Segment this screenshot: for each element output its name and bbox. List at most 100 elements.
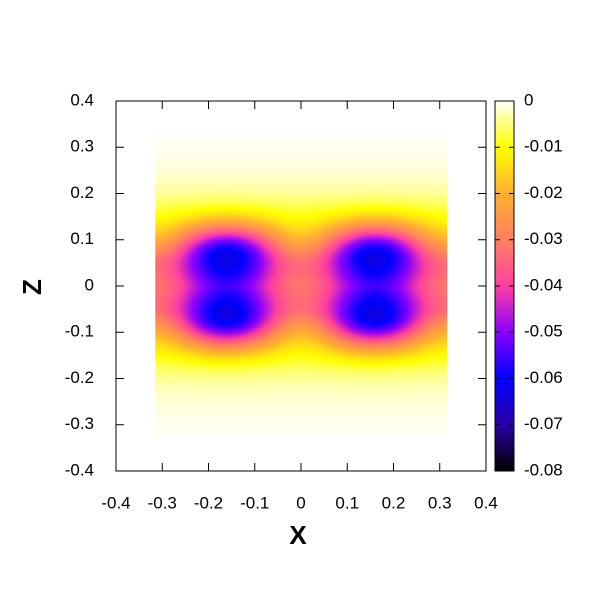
- heatmap-cell: [192, 165, 196, 169]
- heatmap-cell: [224, 376, 228, 380]
- heatmap-cell: [199, 154, 203, 158]
- heatmap-cell: [157, 232, 161, 236]
- heatmap-cell: [229, 188, 233, 192]
- heatmap-cell: [157, 364, 161, 368]
- heatmap-cell: [196, 431, 200, 435]
- heatmap-cell: [222, 230, 226, 234]
- heatmap-cell: [178, 299, 182, 303]
- heatmap-cell: [201, 179, 205, 183]
- heatmap-cell: [166, 168, 170, 171]
- heatmap-cell: [224, 383, 228, 387]
- heatmap-cell: [155, 281, 159, 285]
- heatmap-cell: [227, 297, 230, 301]
- heatmap-cell: [224, 276, 228, 280]
- heatmap-cell: [171, 336, 175, 340]
- heatmap-cell: [171, 353, 175, 356]
- heatmap-cell: [236, 376, 240, 380]
- heatmap-cell: [224, 175, 228, 178]
- heatmap-cell: [176, 151, 180, 155]
- heatmap-cell: [171, 399, 175, 403]
- heatmap-cell: [229, 397, 233, 400]
- heatmap-cell: [217, 218, 221, 222]
- heatmap-cell: [208, 302, 212, 306]
- heatmap-cell: [169, 316, 173, 319]
- heatmap-cell: [178, 170, 182, 174]
- heatmap-cell: [217, 424, 221, 428]
- heatmap-cell: [185, 360, 189, 363]
- heatmap-cell: [222, 420, 226, 424]
- heatmap-cell: [224, 348, 228, 352]
- heatmap-cell: [222, 235, 226, 239]
- heatmap-cell: [159, 242, 163, 245]
- heatmap-cell: [185, 147, 189, 151]
- heatmap-cell: [178, 198, 182, 202]
- heatmap-cell: [199, 309, 203, 313]
- heatmap-cell: [169, 214, 173, 218]
- heatmap-cell: [236, 279, 240, 282]
- heatmap-cell: [208, 348, 212, 352]
- heatmap-cell: [159, 357, 163, 361]
- heatmap-cell: [171, 417, 175, 421]
- heatmap-cell: [213, 276, 217, 280]
- heatmap-cell: [180, 318, 184, 322]
- heatmap-cell: [210, 158, 214, 162]
- heatmap-cell: [196, 424, 200, 428]
- heatmap-cell: [203, 175, 207, 178]
- heatmap-cell: [210, 406, 214, 410]
- heatmap-cell: [201, 397, 205, 400]
- heatmap-cell: [171, 302, 175, 306]
- heatmap-cell: [185, 429, 189, 433]
- heatmap-cell: [224, 299, 228, 303]
- heatmap-cell: [171, 258, 175, 262]
- heatmap-cell: [222, 258, 226, 262]
- heatmap-cell: [215, 290, 219, 294]
- heatmap-cell: [196, 186, 200, 190]
- heatmap-cell: [173, 299, 177, 303]
- heatmap-cell: [236, 364, 240, 368]
- heatmap-cell: [233, 177, 237, 181]
- heatmap-cell: [183, 168, 186, 171]
- heatmap-cell: [194, 214, 198, 218]
- heatmap-cell: [159, 149, 163, 153]
- heatmap-cell: [169, 295, 173, 299]
- heatmap-cell: [203, 168, 207, 171]
- heatmap-cell: [217, 283, 221, 287]
- heatmap-cell: [217, 262, 221, 266]
- heatmap-cell: [169, 378, 173, 382]
- heatmap-cell: [159, 138, 163, 141]
- heatmap-cell: [178, 246, 182, 250]
- heatmap-cell: [210, 380, 214, 384]
- heatmap-cell: [231, 403, 235, 407]
- heatmap-cell: [217, 239, 221, 243]
- heatmap-cell: [169, 147, 173, 151]
- heatmap-cell: [169, 151, 173, 155]
- heatmap-cell: [233, 276, 237, 280]
- heatmap-cell: [206, 383, 210, 387]
- heatmap-cell: [185, 198, 189, 202]
- heatmap-cell: [171, 320, 175, 324]
- heatmap-cell: [176, 262, 180, 266]
- heatmap-cell: [190, 327, 193, 331]
- heatmap-cell: [187, 154, 191, 158]
- heatmap-cell: [229, 318, 233, 322]
- heatmap-cell: [227, 290, 230, 294]
- heatmap-cell: [187, 221, 191, 225]
- heatmap-cell: [210, 156, 214, 160]
- heatmap-cell: [224, 216, 228, 220]
- heatmap-cell: [222, 228, 226, 232]
- heatmap-cell: [155, 279, 159, 282]
- heatmap-cell: [227, 272, 230, 276]
- heatmap-cell: [187, 341, 191, 345]
- heatmap-cell: [215, 329, 219, 333]
- heatmap-cell: [162, 332, 166, 336]
- heatmap-cell: [171, 318, 175, 322]
- heatmap-cell: [222, 260, 226, 264]
- heatmap-cell: [215, 267, 219, 271]
- heatmap-cell: [196, 205, 200, 208]
- heatmap-cell: [194, 378, 198, 382]
- heatmap-cell: [215, 302, 219, 306]
- heatmap-cell: [227, 244, 230, 248]
- heatmap-cell: [229, 420, 233, 424]
- heatmap-cell: [164, 378, 168, 382]
- heatmap-cell: [206, 188, 210, 192]
